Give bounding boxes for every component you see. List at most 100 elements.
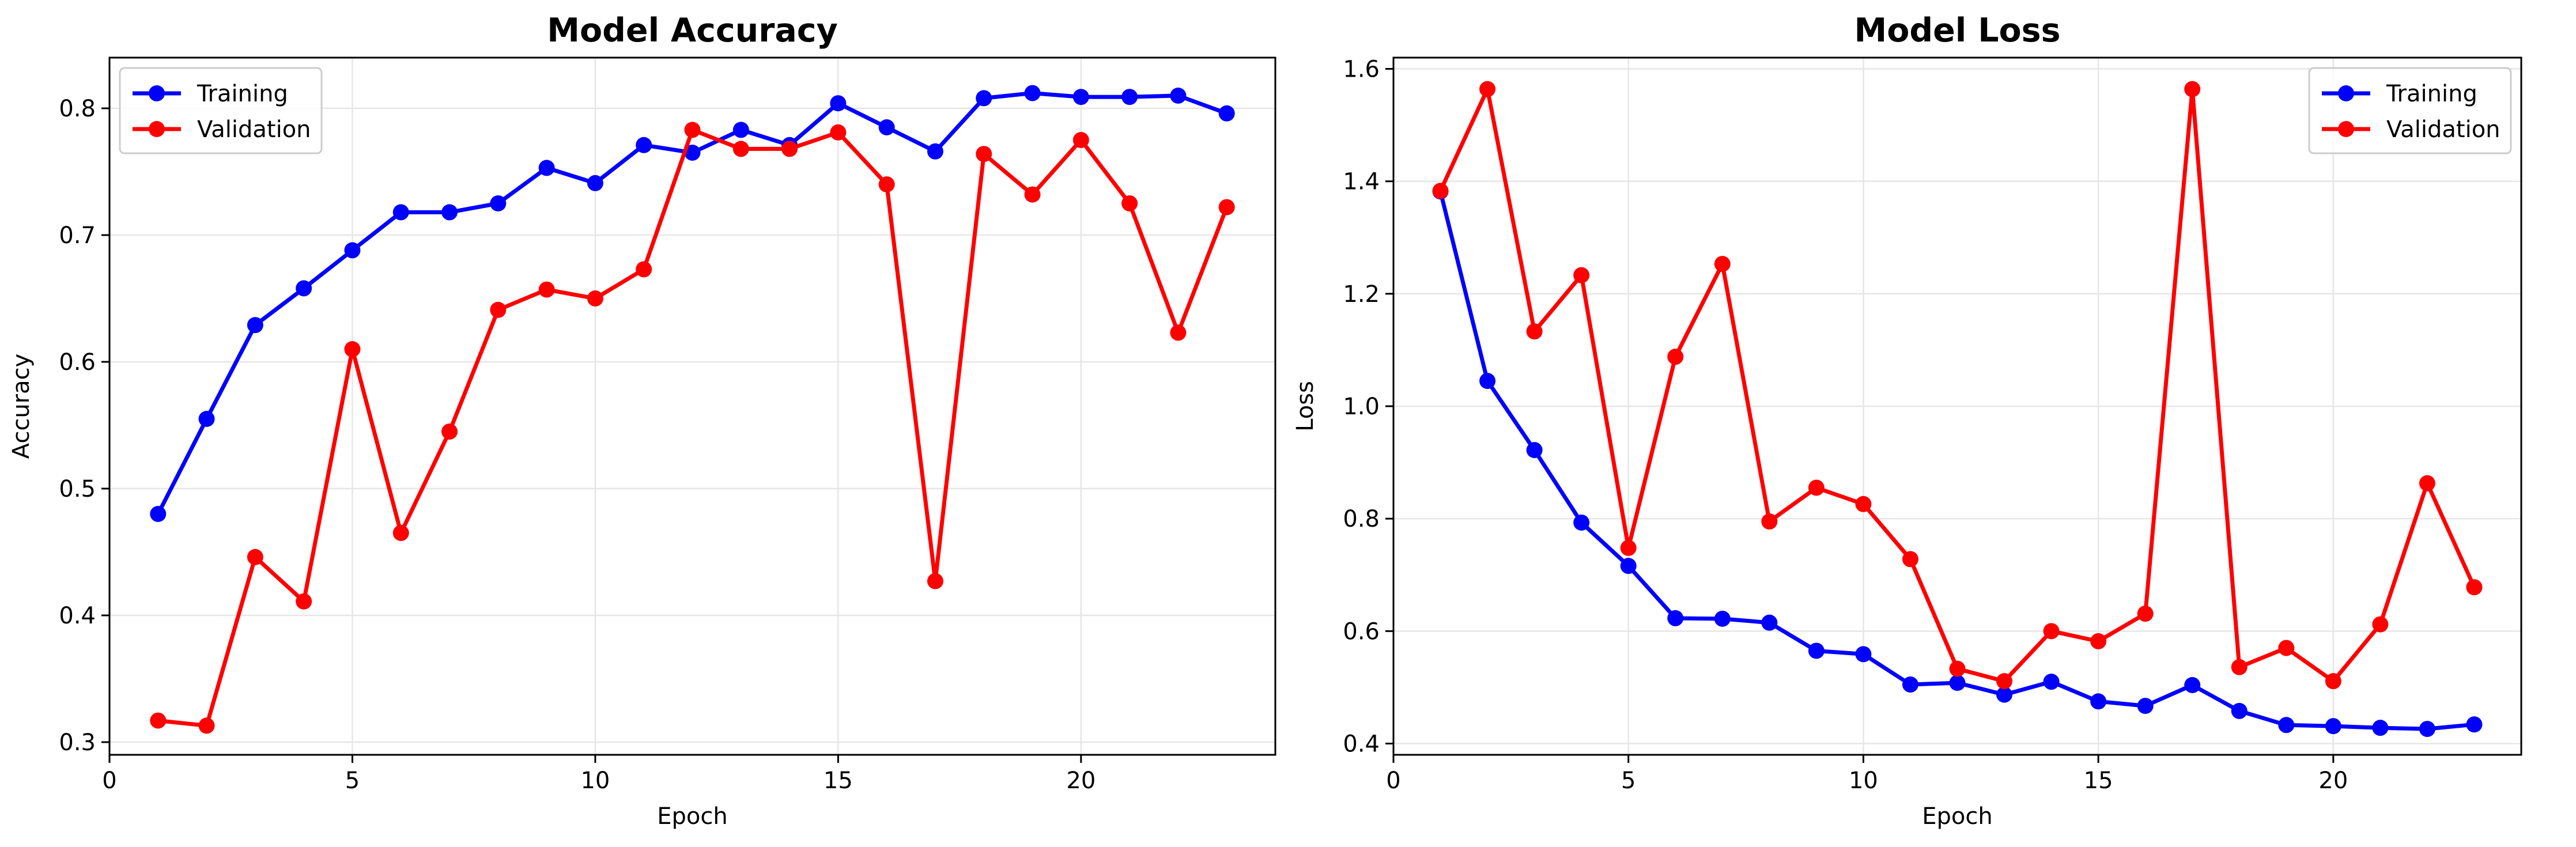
- data-point-validation: [684, 122, 701, 138]
- data-point-training: [684, 145, 701, 161]
- model-accuracy-legend: Training Validation: [119, 67, 323, 154]
- data-point-training: [441, 204, 458, 221]
- y-tick-label: 0.4: [59, 603, 96, 629]
- data-point-training: [878, 119, 895, 135]
- data-point-training: [830, 95, 847, 112]
- data-point-validation: [927, 573, 943, 589]
- data-point-training: [1121, 89, 1138, 105]
- data-point-validation: [2372, 616, 2389, 633]
- model-loss-grid: [1392, 58, 2521, 755]
- data-point-validation: [1949, 660, 1966, 677]
- data-point-validation: [150, 712, 167, 729]
- data-point-training: [1949, 675, 1966, 691]
- data-point-validation: [830, 124, 847, 141]
- data-point-validation: [1573, 267, 1590, 283]
- series-line-validation: [1438, 87, 2476, 683]
- x-tick-label: 5: [1621, 767, 1636, 794]
- data-point-training: [587, 175, 603, 191]
- x-tick-label: 20: [1066, 767, 1096, 794]
- data-point-validation: [1902, 551, 1918, 568]
- data-point-training: [247, 317, 263, 334]
- data-point-validation: [441, 423, 458, 440]
- model-accuracy-x-axis-label: Epoch: [657, 803, 727, 830]
- data-point-training: [2090, 693, 2107, 710]
- data-point-training: [732, 122, 749, 138]
- data-point-training: [1526, 442, 1543, 459]
- data-point-validation: [1620, 539, 1637, 556]
- data-point-training: [1808, 642, 1825, 659]
- data-point-validation: [2090, 633, 2107, 649]
- x-tick-label: 20: [2318, 767, 2348, 794]
- data-point-validation: [344, 341, 361, 357]
- model-loss-x-axis-label: Epoch: [1922, 803, 1992, 830]
- data-point-training: [1072, 89, 1089, 105]
- x-tick-label: 0: [102, 767, 116, 794]
- model-loss-series-validation: [1432, 81, 2483, 690]
- data-point-training: [1996, 686, 2013, 703]
- data-point-training: [1573, 514, 1590, 531]
- data-point-validation: [1526, 323, 1543, 340]
- data-point-validation: [1432, 183, 1449, 199]
- data-point-validation: [1072, 132, 1089, 148]
- data-point-training: [2184, 677, 2201, 693]
- data-point-training: [1024, 85, 1041, 101]
- data-point-validation: [587, 290, 603, 307]
- data-point-validation: [247, 549, 263, 565]
- data-point-training: [927, 143, 943, 160]
- data-point-training: [976, 90, 992, 107]
- series-line-training: [1438, 189, 2476, 731]
- data-point-training: [1902, 676, 1918, 693]
- data-point-training: [1218, 105, 1235, 122]
- legend-box: [2308, 67, 2512, 154]
- data-point-training: [1620, 558, 1637, 574]
- data-point-validation: [878, 176, 895, 192]
- model-accuracy-axes-frame: [108, 56, 1276, 756]
- data-point-training: [150, 506, 167, 522]
- y-tick-label: 1.2: [1343, 281, 1380, 308]
- model-loss-legend: Training Validation: [2308, 67, 2512, 154]
- data-point-training: [1170, 88, 1187, 104]
- data-point-validation: [1024, 186, 1041, 203]
- x-tick-label: 0: [1386, 767, 1400, 794]
- data-point-validation: [1667, 349, 1684, 365]
- legend-marker-validation: [149, 121, 165, 137]
- y-tick-label: 0.7: [59, 222, 96, 249]
- data-point-validation: [1218, 199, 1235, 215]
- x-tick-label: 10: [1849, 767, 1878, 794]
- data-point-training: [538, 160, 555, 176]
- data-point-training: [1714, 610, 1731, 627]
- data-point-validation: [2419, 475, 2435, 491]
- data-point-training: [1855, 646, 1872, 663]
- y-tick-label: 1.4: [1343, 169, 1380, 195]
- data-point-training: [636, 137, 652, 153]
- model-loss-axes-frame: [1392, 56, 2522, 756]
- data-point-validation: [538, 281, 555, 298]
- x-tick-label: 15: [2084, 767, 2113, 794]
- y-tick-label: 0.8: [1343, 506, 1380, 532]
- data-point-training: [392, 204, 409, 221]
- model-loss-title: Model Loss: [1854, 12, 2060, 50]
- y-tick-label: 1.6: [1343, 56, 1380, 83]
- series-line-validation: [156, 127, 1229, 728]
- data-point-validation: [1855, 496, 1872, 512]
- data-point-validation: [1170, 324, 1187, 341]
- legend-label-training: Training: [197, 81, 288, 107]
- data-point-validation: [781, 141, 798, 157]
- legend-box: [119, 67, 323, 154]
- data-point-validation: [2184, 81, 2201, 97]
- data-point-validation: [636, 261, 652, 278]
- data-point-training: [2466, 716, 2483, 733]
- legend-marker-training: [2338, 85, 2354, 101]
- data-point-training: [2372, 720, 2389, 736]
- model-accuracy-y-axis-label: Accuracy: [8, 354, 35, 459]
- y-tick-label: 0.5: [59, 476, 96, 502]
- data-point-training: [198, 411, 215, 427]
- data-point-training: [296, 280, 312, 297]
- data-point-training: [2419, 721, 2435, 738]
- data-point-training: [2325, 718, 2341, 735]
- data-point-validation: [1121, 195, 1138, 211]
- legend-marker-training: [149, 85, 165, 101]
- chart-panel-model-accuracy: Model Accuracy 0 5 10 15 20 0.3 0.4 0.5 0.6 0.7 0.8…: [8, 12, 1276, 830]
- y-tick-label: 0.3: [59, 729, 96, 756]
